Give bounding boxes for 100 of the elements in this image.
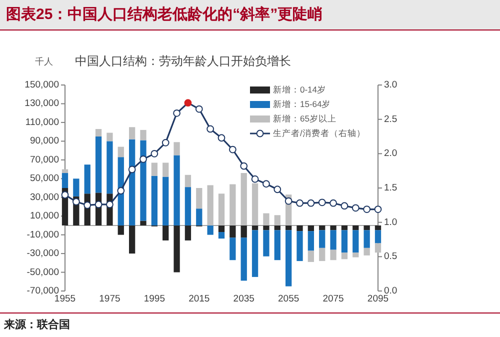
bar	[196, 188, 202, 209]
bar	[106, 141, 113, 194]
point	[84, 201, 92, 209]
bar	[218, 232, 225, 239]
bar	[62, 169, 68, 174]
point	[262, 180, 270, 188]
chart-subtitle: 中国人口结构：劳动年龄人口开始负增长	[75, 54, 291, 68]
point	[106, 200, 114, 208]
bar	[230, 225, 236, 238]
point	[228, 146, 236, 154]
x-tick-label: 2015	[188, 294, 210, 305]
y2-tick-label: 0.5	[384, 251, 398, 262]
y-tick-label: 130,000	[24, 98, 59, 110]
legend-label: 新增：65岁以上	[273, 113, 336, 124]
y-tick-label: -30,000	[26, 248, 59, 260]
bar	[73, 178, 80, 196]
bar	[184, 187, 192, 226]
bar	[106, 132, 113, 142]
bar	[308, 250, 314, 262]
bar	[263, 230, 270, 256]
x-tick-label: 2035	[233, 294, 254, 305]
bar	[174, 155, 180, 226]
y-tick-label: 70,000	[30, 154, 59, 166]
bar	[118, 146, 124, 158]
point	[117, 187, 125, 194]
x-tick-label: 1955	[54, 294, 76, 305]
bar	[207, 185, 214, 226]
bar	[218, 194, 225, 226]
bar	[240, 238, 247, 281]
y2-tick-label: 2.5	[384, 114, 398, 125]
bar	[330, 250, 336, 260]
bar	[341, 225, 348, 230]
point	[352, 204, 360, 212]
bar	[207, 225, 214, 235]
y-tick-label: 90,000	[30, 136, 59, 147]
bar	[352, 225, 359, 230]
bar	[285, 230, 292, 286]
bar	[319, 248, 326, 262]
point	[307, 199, 315, 207]
bar	[341, 252, 348, 260]
source-note: 来源：联合国	[3, 318, 70, 331]
bar	[174, 225, 180, 272]
bar	[296, 231, 303, 262]
point	[374, 206, 382, 213]
y-tick-label: 50,000	[30, 173, 59, 184]
x-tick-label: 1995	[144, 294, 165, 305]
bar	[118, 225, 124, 235]
bar	[374, 230, 382, 244]
bar	[184, 174, 192, 188]
y-tick-label: -10,000	[26, 229, 59, 240]
y-axis-title: 千人	[35, 56, 53, 66]
bar	[140, 130, 146, 140]
point	[284, 197, 292, 205]
bar	[374, 225, 382, 230]
point	[150, 150, 158, 158]
point	[162, 138, 170, 146]
bar	[274, 215, 280, 226]
x-tick-label: 1975	[99, 294, 120, 305]
bar	[274, 230, 280, 260]
bar	[263, 213, 270, 226]
bar	[285, 225, 292, 230]
point	[274, 186, 282, 194]
point	[195, 105, 203, 113]
legend-label: 生产者/消费者（右轴）	[273, 128, 366, 138]
bar	[252, 230, 258, 277]
point	[206, 125, 214, 133]
y-tick-label: 150,000	[24, 80, 59, 91]
bar	[296, 225, 303, 232]
y2-tick-label: 2.0	[384, 148, 398, 160]
bar	[308, 231, 314, 251]
point	[330, 199, 337, 207]
bar	[218, 225, 225, 232]
bar	[62, 173, 68, 188]
bar	[162, 162, 169, 177]
point	[94, 200, 102, 208]
bar	[319, 225, 326, 230]
bar	[230, 238, 236, 260]
bar	[128, 225, 136, 254]
y2-tick-label: 1.5	[384, 182, 398, 194]
y-tick-label: 110,000	[25, 116, 59, 128]
point	[251, 175, 259, 183]
bar	[140, 140, 146, 221]
x-tick-label: 2095	[367, 294, 389, 305]
bar	[374, 243, 382, 253]
point	[184, 99, 192, 107]
legend-label: 新增：0-14岁	[273, 84, 326, 94]
bar	[162, 225, 169, 240]
bar	[319, 230, 326, 248]
point	[363, 206, 371, 213]
bar	[352, 252, 359, 258]
bar	[184, 225, 192, 240]
x-tick-label: 2075	[322, 294, 344, 305]
chart-title: 图表25：中国人口结构老低龄化的“斜率”更陡峭	[6, 4, 323, 23]
bar	[151, 176, 158, 226]
point	[173, 109, 180, 117]
bar	[364, 225, 370, 230]
x-tick-label: 2055	[278, 294, 300, 305]
y-tick-label: 30,000	[30, 192, 59, 203]
bar	[84, 164, 90, 194]
bar	[308, 225, 314, 232]
